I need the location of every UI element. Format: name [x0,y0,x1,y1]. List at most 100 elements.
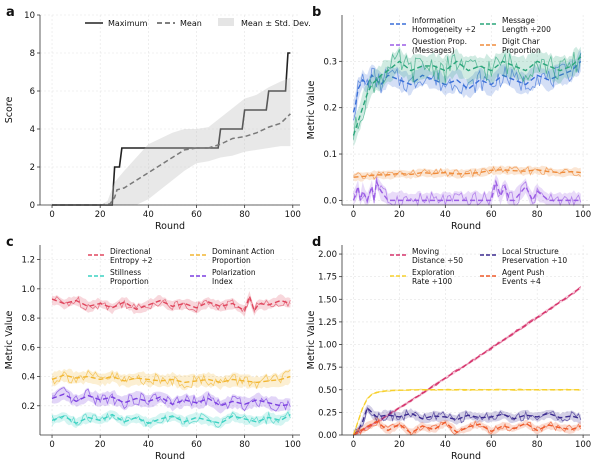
series-local-structure-preservation-10 [352,404,582,436]
legend-label: Stillness [110,268,141,277]
series-maximum [52,52,291,206]
x-tick-label: 40 [440,440,451,450]
y-tick-label: 0.25 [318,408,337,418]
y-tick-label: 1.00 [318,341,337,351]
std-band [353,404,581,435]
series-line [352,60,582,113]
y-tick-label: 0.0 [323,196,337,206]
y-tick-label: 6 [30,87,35,97]
y-tick-label: 1.50 [318,295,337,305]
series-line [51,374,291,384]
x-tick-label: 20 [95,210,106,220]
x-tick-label: 100 [575,210,591,220]
legend-label: Distance ÷50 [412,256,463,265]
series-line [52,113,291,206]
series-polarization-index [51,386,291,414]
x-tick-label: 40 [143,440,154,450]
legend-label: Local Structure [502,247,559,256]
y-tick-label: 8 [30,49,35,59]
x-tick-label: 20 [95,440,106,450]
legend-label: Events ÷4 [502,277,541,286]
legend-label: Message [502,16,535,25]
x-tick-label: 100 [285,210,301,220]
series-line [352,406,582,436]
legend-label: Length ÷200 [502,25,551,34]
legend-label: Proportion [502,46,541,55]
std-band [353,173,581,205]
legend-label: Dominant Action [212,247,275,256]
y-tick-label: 0.6 [21,343,35,353]
y-tick-label: 1.25 [318,318,337,328]
x-tick-label: 0 [49,210,54,220]
x-tick-label: 60 [486,210,497,220]
series-line [51,413,291,425]
panel-label: c [6,235,14,250]
x-tick-label: 80 [532,440,543,450]
legend-label: Proportion [110,277,149,286]
x-axis-label: Round [155,451,185,462]
y-tick-label: 0.2 [323,104,337,114]
legend-label: Rate ÷100 [412,277,452,286]
x-axis-label: Round [155,221,185,232]
legend-swatch [218,18,234,26]
y-tick-label: 1.2 [21,256,35,266]
x-tick-label: 40 [440,210,451,220]
y-tick-label: 0.50 [318,386,337,396]
x-tick-label: 40 [143,210,154,220]
panel-b: b 0 20 40 60 80 100 0.0 0.1 0.2 0.3 Round Metric Val… [306,5,591,232]
series-line [353,169,581,178]
panel-label: b [312,5,321,20]
series-stillness-proportion [51,409,291,429]
legend-label: Maximum [108,19,148,28]
x-tick-label: 100 [285,440,301,450]
legend-label: Exploration [412,268,455,277]
raw-line [353,49,582,140]
x-tick-label: 80 [532,210,543,220]
raw-line [353,52,582,121]
legend-label: Mean ± Std. Dev. [241,19,311,28]
x-tick-label: 0 [49,440,54,450]
series-line [51,393,291,407]
y-tick-label: 4 [30,125,35,135]
panel-c: c 0 20 40 60 80 100 0.2 0.4 0.6 0.8 1.0 1.2 Round Metr… [4,235,301,462]
y-tick-label: 2.00 [318,250,337,260]
series-line [352,56,582,136]
series-information-homogeneity-2 [352,49,582,125]
series-line [352,389,581,436]
x-axis-label: Round [451,451,481,462]
grid [342,245,590,436]
series-line [352,179,581,203]
series-line [52,52,291,206]
panel-label: a [6,5,15,20]
legend: Maximum Mean Mean ± Std. Dev. [85,18,311,28]
x-tick-label: 0 [351,210,356,220]
legend-label: Index [212,277,233,286]
x-tick-label: 20 [394,440,405,450]
panel-a: a 0 20 40 60 80 100 0 2 4 6 8 10 Round Score Maximum Mea… [4,5,311,232]
y-tick-label: 0.2 [21,402,35,412]
legend-label: Directional [110,247,151,256]
series-agent-push-events-4 [353,416,582,436]
series-question-prop-messages- [352,173,582,207]
std-band [52,291,291,318]
std-band [353,416,581,435]
x-axis-label: Round [451,221,481,232]
raw-line [353,165,582,180]
x-tick-label: 60 [191,440,202,450]
series-line [51,293,291,313]
std-band [52,77,291,205]
legend-label: Moving [412,247,439,256]
y-tick-label: 10 [24,11,35,21]
x-tick-label: 60 [486,440,497,450]
y-axis-label: Score [4,97,15,124]
y-tick-label: 0.75 [318,363,337,373]
y-tick-label: 1.75 [318,273,337,283]
raw-line [51,369,291,390]
legend-label: Preservation ÷10 [502,256,567,265]
legend-label: Mean [180,19,202,28]
std-band [52,409,291,429]
series-dominant-action-proportion [51,368,291,391]
y-tick-label: 2 [30,163,35,173]
